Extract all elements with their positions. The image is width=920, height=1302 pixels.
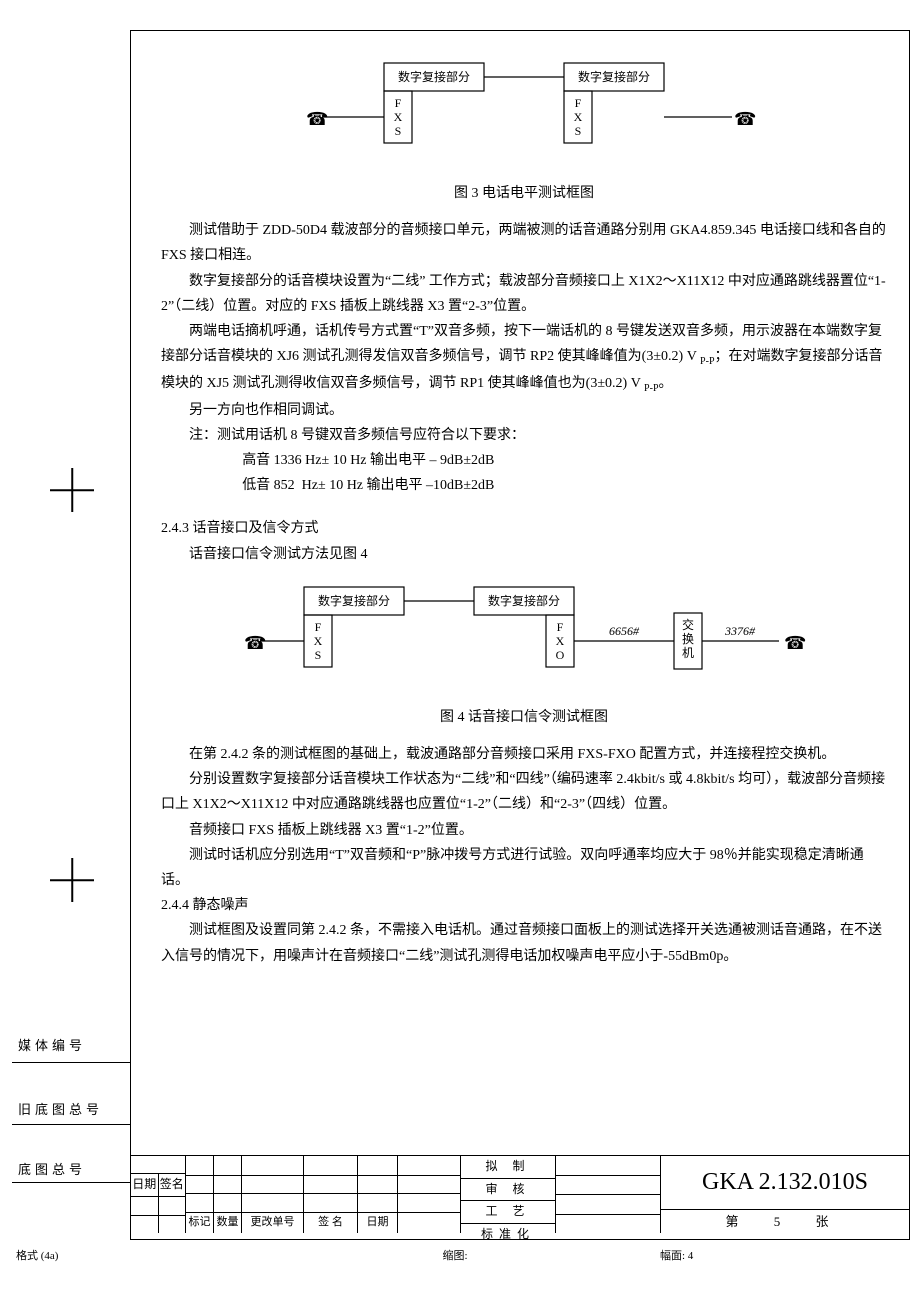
note-line-1: 高音 1336 Hz± 10 Hz 输出电平 – 9dB±2dB xyxy=(161,448,887,473)
footer-form: 格式 (4a) xyxy=(0,1247,130,1267)
footer-scale: 缩图: xyxy=(130,1247,660,1267)
diagram-4: 数字复接部分 F X S ☎ 数字复接部分 F X O 6656# xyxy=(161,579,887,699)
para-2: 数字复接部分的话音模块设置为“二线” 工作方式；载波部分音频接口上 X1X2～X… xyxy=(161,269,887,319)
phone-icon-left: ☎ xyxy=(306,109,328,129)
d4-right-label: 数字复接部分 xyxy=(488,593,560,608)
side-line-1 xyxy=(12,1062,130,1063)
svg-text:F: F xyxy=(395,96,402,110)
tb-tech: 工 艺 xyxy=(461,1200,555,1223)
svg-text:F: F xyxy=(315,620,322,634)
heading-244: 2.4.4 静态噪声 xyxy=(161,893,887,918)
svg-text:O: O xyxy=(556,648,565,662)
svg-text:X: X xyxy=(314,634,323,648)
register-mark-lower xyxy=(50,858,94,902)
para-9: 测试框图及设置同第 2.4.2 条，不需接入电话机。通过音频接口面板上的测试选择… xyxy=(161,918,887,968)
svg-text:X: X xyxy=(556,634,565,648)
figure-3-caption: 图 3 电话电平测试框图 xyxy=(161,181,887,206)
svg-text:F: F xyxy=(575,96,582,110)
diagram-3: 数字复接部分 F X S ☎ 数字复接部分 F X S ☎ xyxy=(161,55,887,175)
para-5: 在第 2.4.2 条的测试框图的基础上，载波通路部分音频接口采用 FXS-FXO… xyxy=(161,742,887,767)
para-243-1: 话音接口信令测试方法见图 4 xyxy=(161,542,887,567)
sheet-number: 第 5 张 xyxy=(661,1209,909,1233)
d3-left-block-label: 数字复接部分 xyxy=(398,69,470,84)
svg-text:S: S xyxy=(575,124,582,138)
tb-change: 更改单号 xyxy=(242,1212,304,1233)
side-label-media: 媒体编号 xyxy=(18,1034,86,1057)
phone-icon-right: ☎ xyxy=(734,109,756,129)
tb-date: 日期 xyxy=(131,1174,159,1196)
heading-243: 2.4.3 话音接口及信令方式 xyxy=(161,516,887,541)
drawing-code: GKA 2.132.010S xyxy=(661,1156,909,1209)
footer-notes: 格式 (4a) 缩图: 幅面: 4 xyxy=(0,1245,920,1267)
note-head: 注：测试用话机 8 号键双音多频信号应符合以下要求： xyxy=(161,423,887,448)
tb-mark: 标记 xyxy=(186,1212,214,1233)
para-1: 测试借助于 ZDD-50D4 载波部分的音频接口单元，两端被测的话音通路分别用 … xyxy=(161,218,887,268)
svg-text:换: 换 xyxy=(682,632,694,646)
d3-right-block-label: 数字复接部分 xyxy=(578,69,650,84)
d4-left-label: 数字复接部分 xyxy=(318,593,390,608)
register-mark-upper xyxy=(50,468,94,512)
side-label-old: 旧底图总号 xyxy=(18,1098,103,1121)
d4-phone-left: ☎ xyxy=(244,633,266,653)
para-8: 测试时话机应分别选用“T”双音频和“P”脉冲拨号方式进行试验。双向呼通率均应大于… xyxy=(161,843,887,893)
svg-text:S: S xyxy=(315,648,322,662)
d4-num2: 3376# xyxy=(724,624,756,638)
tb-sig: 签 名 xyxy=(304,1212,358,1233)
footer-face: 幅面: 4 xyxy=(660,1247,920,1267)
svg-text:F: F xyxy=(557,620,564,634)
figure-4-caption: 图 4 话音接口信令测试框图 xyxy=(161,705,887,730)
tb-qty: 数量 xyxy=(214,1212,242,1233)
side-line-2 xyxy=(12,1124,130,1125)
tb-date2: 日期 xyxy=(358,1212,398,1233)
title-block: 日期签名 标记 数量 更改单号 签 名 日期 拟 制 审 核 工 艺 标准化 G… xyxy=(131,1155,909,1233)
side-label-base: 底图总号 xyxy=(18,1158,86,1181)
d4-phone-right: ☎ xyxy=(784,633,806,653)
para-3: 两端电话摘机呼通，话机传号方式置“T”双音多频，按下一端话机的 8 号键发送双音… xyxy=(161,319,887,398)
side-line-3 xyxy=(12,1182,130,1183)
para-7: 音频接口 FXS 插板上跳线器 X3 置“1-2”位置。 xyxy=(161,818,887,843)
tb-draft: 拟 制 xyxy=(461,1156,555,1178)
svg-text:X: X xyxy=(394,110,403,124)
svg-text:S: S xyxy=(395,124,402,138)
para-6: 分别设置数字复接部分话音模块工作状态为“二线”和“四线”（编码速率 2.4kbi… xyxy=(161,767,887,817)
svg-text:机: 机 xyxy=(682,646,694,660)
tb-review: 审 核 xyxy=(461,1178,555,1201)
page-frame: 数字复接部分 F X S ☎ 数字复接部分 F X S ☎ xyxy=(130,30,910,1240)
d4-num1: 6656# xyxy=(609,624,640,638)
content-area: 数字复接部分 F X S ☎ 数字复接部分 F X S ☎ xyxy=(161,43,887,1155)
svg-text:交: 交 xyxy=(682,617,694,632)
tb-sign: 签名 xyxy=(159,1174,186,1196)
tb-std: 标准化 xyxy=(461,1223,555,1246)
svg-text:X: X xyxy=(574,110,583,124)
para-4: 另一方向也作相同调试。 xyxy=(161,398,887,423)
note-line-2: 低音 852 Hz± 10 Hz 输出电平 –10dB±2dB xyxy=(161,473,887,498)
